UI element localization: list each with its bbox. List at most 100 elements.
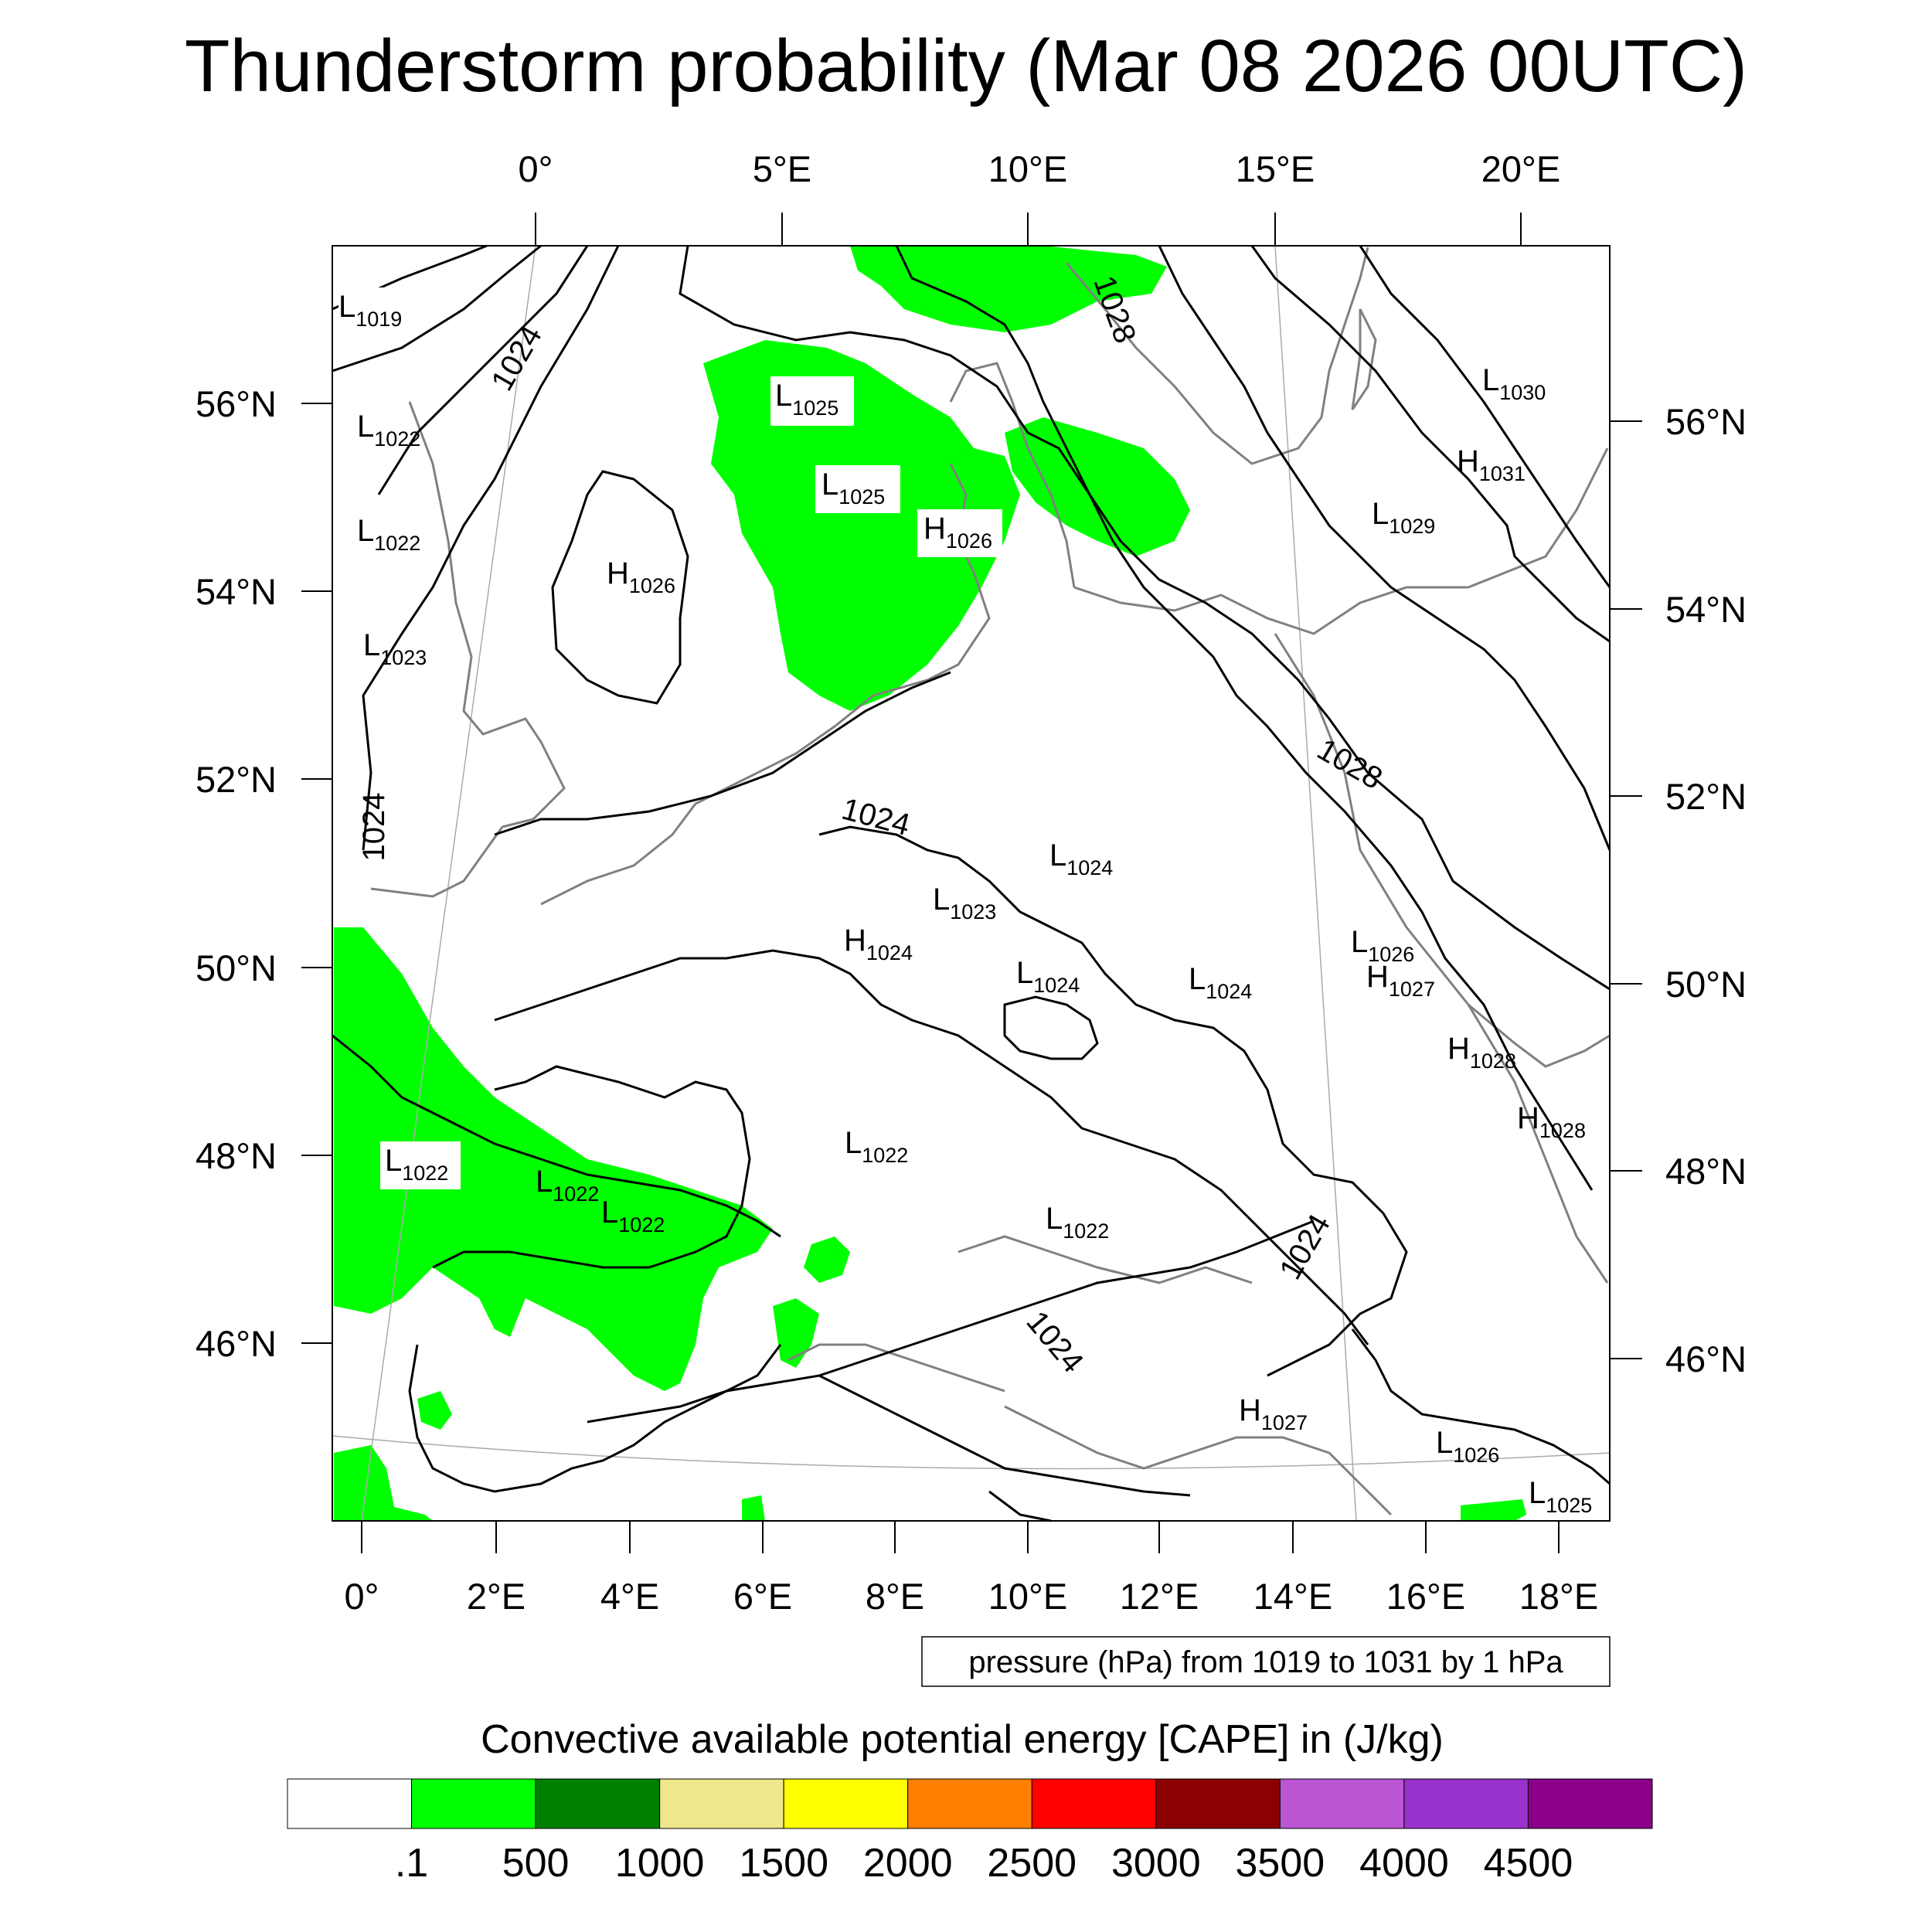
center-value: 1027 [1389,978,1435,1001]
pressure-center-label: L1022 [536,1165,599,1206]
lon-tick-label: 8°E [866,1576,924,1617]
center-value: 1026 [629,574,675,597]
pressure-center-label: L1024 [1016,956,1080,997]
pressure-label: L1022 [536,1165,599,1206]
bottom-longitude-labels: 0° 2°E 4°E 6°E 8°E 10°E 12°E 14°E 16°E 1… [345,1576,1599,1617]
pressure-center-label: H1028 [1447,1032,1516,1073]
label-background [917,509,1002,557]
isobar-6 [679,245,1611,991]
pressure-center-label: L1025 [1529,1476,1592,1517]
center-type: L [357,514,374,548]
colorbar-box [1155,1778,1281,1829]
lon-tick-label: 2°E [467,1576,526,1617]
parallel-south [332,1435,1611,1470]
isobar-18 [988,1490,1052,1522]
center-value: 1022 [374,532,420,555]
pressure-label: L1019 [338,290,402,331]
center-type: H [607,556,629,590]
center-value: 1028 [1470,1049,1516,1073]
cape-region-france-west [334,927,773,1391]
cape-region-north-sea [850,246,1167,332]
pressure-center-label: L1025 [815,465,900,513]
pressure-center-label: H1028 [1517,1101,1586,1142]
info-box-text: pressure (hPa) from 1019 to 1031 by 1 hP… [968,1645,1563,1679]
isobar-4 [362,245,620,851]
center-type: L [1529,1476,1546,1510]
center-value: 1024 [1033,974,1080,997]
center-type: L [1482,363,1499,397]
pressure-center-label: L1024 [1189,962,1252,1003]
cape-region-bay [417,1391,452,1430]
coast-netherlands-germany [927,463,991,682]
pressure-center-label: L1026 [1436,1426,1499,1467]
isobar-9 [1250,245,1611,643]
cape-region-mediterranean [742,1495,765,1521]
isobar-12 [494,949,1369,1345]
lon-tick-label: 20°E [1481,148,1560,189]
right-latitude-labels: 56°N 54°N 52°N 50°N 48°N 46°N [1665,401,1747,1379]
center-value: 1022 [1063,1219,1109,1243]
center-type: L [1189,962,1206,996]
center-type: L [845,1126,862,1160]
map-border [332,245,1611,1522]
pressure-center-label: L1022 [601,1196,665,1236]
lon-tick-label: 5°E [753,148,811,189]
pressure-center-label: L1024 [1049,838,1113,879]
colorbar-label: 1000 [615,1841,705,1886]
colorbar-box [659,1778,784,1829]
meridian-15e [1274,245,1357,1522]
colorbar-label: 2500 [987,1841,1077,1886]
isobar-17 [587,1374,1191,1497]
colorbar: Convective available potential energy [C… [287,1717,1653,1886]
pressure-label: L1022 [1046,1202,1109,1243]
center-value: 1031 [1479,462,1526,485]
center-type: H [1239,1393,1261,1427]
center-value: 1022 [553,1182,599,1206]
isobar-8 [1158,245,1611,851]
pressure-center-label: L1026 [1351,925,1414,966]
center-value: 1026 [1453,1444,1499,1467]
colorbar-label: 3000 [1111,1841,1201,1886]
pressure-center-label: L1022 [357,514,420,555]
center-value: 1024 [1206,980,1252,1003]
cape-region-france-east [804,1236,850,1283]
coast-baltic-south [1073,586,1468,635]
center-value: 1029 [1389,515,1435,538]
center-type: L [1351,925,1368,959]
coast-gotland [1351,308,1377,410]
top-longitude-labels: 0° 5°E 10°E 15°E 20°E [519,148,1561,189]
center-type: H [1517,1101,1539,1135]
pressure-label: L1022 [357,410,420,451]
pressure-label: L1030 [1482,363,1546,404]
pressure-label: H1026 [923,512,992,553]
colorbar-box [1031,1778,1157,1829]
colorbar-box [907,1778,1032,1829]
isobar-13 [332,1034,781,1238]
label-background [815,465,900,513]
coast-uk-east [408,401,566,828]
cape-fill-regions [334,246,1526,1521]
pressure-label: H1028 [1517,1101,1586,1142]
center-type: L [536,1165,553,1199]
coast-adriatic [1004,1405,1393,1516]
colorbar-label: 4000 [1359,1841,1449,1886]
border-central [1274,633,1609,1284]
coast-baltic-east [1468,447,1609,589]
center-value: 1022 [402,1162,448,1185]
lon-tick-label: 6°E [733,1576,792,1617]
center-type: L [933,883,950,917]
center-type: L [363,628,380,662]
lat-tick-label: 46°N [1665,1338,1747,1379]
lat-tick-label: 56°N [1665,401,1747,442]
border-east [1468,1003,1611,1068]
center-value: 1030 [1499,381,1546,404]
pressure-label: L1022 [845,1126,908,1167]
pressure-center-label: H1026 [917,509,1002,557]
graticule [332,245,1611,1522]
center-type: L [357,410,374,444]
isobar-5 [494,671,951,836]
lon-tick-label: 0° [345,1576,379,1617]
pressure-center-label: L1022 [357,410,420,451]
colorbar-label: 3500 [1236,1841,1325,1886]
